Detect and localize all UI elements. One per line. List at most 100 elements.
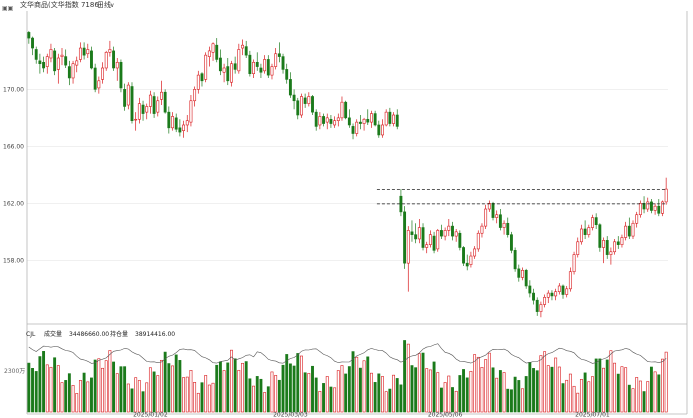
candle-down [366, 109, 370, 125]
candle-body [576, 241, 580, 255]
candle-up [554, 288, 558, 301]
volume-bar [458, 375, 462, 413]
volume-bar [528, 362, 532, 413]
volume-bar [75, 393, 79, 413]
candle-body [108, 49, 112, 53]
volume-bar [292, 365, 296, 413]
candle-body [336, 117, 340, 121]
price-axis: 170.00 166.00 162.00 158.00 [3, 86, 24, 264]
volume-bar [613, 362, 617, 413]
volume-bar [93, 359, 97, 413]
candle-body [458, 232, 462, 248]
candle-body [241, 44, 244, 49]
volume-bar [252, 385, 256, 413]
candle-body [97, 80, 101, 89]
volume-bar [230, 349, 233, 413]
chevron-down-icon[interactable]: ∨ [110, 2, 115, 9]
volume-bar [185, 376, 189, 413]
candle-body [370, 113, 373, 123]
volume-bar [620, 366, 624, 413]
volume-bar [285, 354, 289, 413]
candle-up [473, 246, 477, 259]
volume-bar [277, 379, 281, 413]
candle-body [484, 208, 488, 227]
volume-bar [358, 367, 362, 413]
candle-body [638, 203, 642, 216]
candle-body [204, 54, 208, 80]
candle-body [579, 228, 583, 243]
candle-up [137, 97, 141, 124]
candle-up [572, 251, 576, 275]
candle-up [620, 234, 624, 248]
chart-icon[interactable]: ▣▣ [2, 5, 14, 12]
candle-up [340, 96, 344, 121]
candle-body [620, 237, 624, 245]
indicator-name[interactable]: CJL [26, 331, 36, 338]
candle-body [27, 32, 31, 39]
candle-body [244, 46, 248, 56]
candle-down [347, 109, 351, 128]
candle-down [226, 58, 230, 86]
volume-bar [347, 366, 351, 413]
volume-bar [222, 370, 226, 413]
candle-body [613, 241, 617, 253]
volume-bar [152, 371, 156, 413]
volume-bar [609, 350, 613, 413]
candle-up [476, 230, 480, 252]
volume-bar [145, 382, 149, 413]
candle-body [182, 124, 186, 131]
candle-body [71, 63, 75, 79]
volume-bar [664, 351, 668, 413]
candle-body [410, 231, 414, 235]
candle-body [554, 291, 558, 297]
candle-body [163, 91, 167, 113]
candle-up [333, 116, 337, 128]
volume-bar [661, 358, 664, 413]
candle-down [303, 93, 307, 108]
candle-body [215, 44, 219, 60]
resistance-lines [376, 188, 666, 205]
price-candles[interactable] [27, 30, 668, 318]
candle-body [200, 73, 204, 82]
candle-up [661, 200, 664, 217]
candle-up [469, 251, 473, 268]
candle-up [193, 86, 197, 107]
candle-body [462, 247, 465, 264]
volume-bars[interactable] [27, 340, 668, 413]
candle-down [42, 56, 46, 73]
period-selector[interactable]: 日线 [97, 1, 111, 9]
volume-bar [171, 365, 174, 413]
candle-body [288, 79, 292, 96]
volume-bar [56, 365, 60, 413]
candle-up [185, 115, 189, 133]
volume-bar [163, 351, 167, 413]
candle-body [594, 217, 598, 225]
volume-bar [635, 377, 639, 413]
candle-body [591, 217, 594, 228]
candle-down [358, 115, 362, 130]
volume-bar [340, 365, 344, 413]
volume-bar [307, 373, 311, 413]
candle-body [347, 117, 351, 126]
candle-down [351, 123, 355, 140]
candle-body [355, 121, 359, 134]
candle-body [568, 271, 572, 290]
candle-down [506, 217, 510, 238]
volume-bar [27, 362, 31, 413]
candle-body [642, 203, 646, 210]
candle-up [447, 219, 451, 237]
candle-body [358, 121, 362, 124]
candle-up [521, 267, 524, 281]
candle-down [657, 199, 661, 217]
candle-body [509, 234, 513, 251]
volume-bar [31, 368, 34, 413]
candle-up [664, 177, 668, 205]
candle-body [417, 227, 421, 240]
candle-body [285, 69, 289, 80]
volume-bar [594, 358, 598, 413]
candle-up [587, 224, 591, 238]
volume-bar [204, 375, 208, 413]
volume-bar [333, 387, 337, 413]
volume-bar [207, 384, 211, 413]
